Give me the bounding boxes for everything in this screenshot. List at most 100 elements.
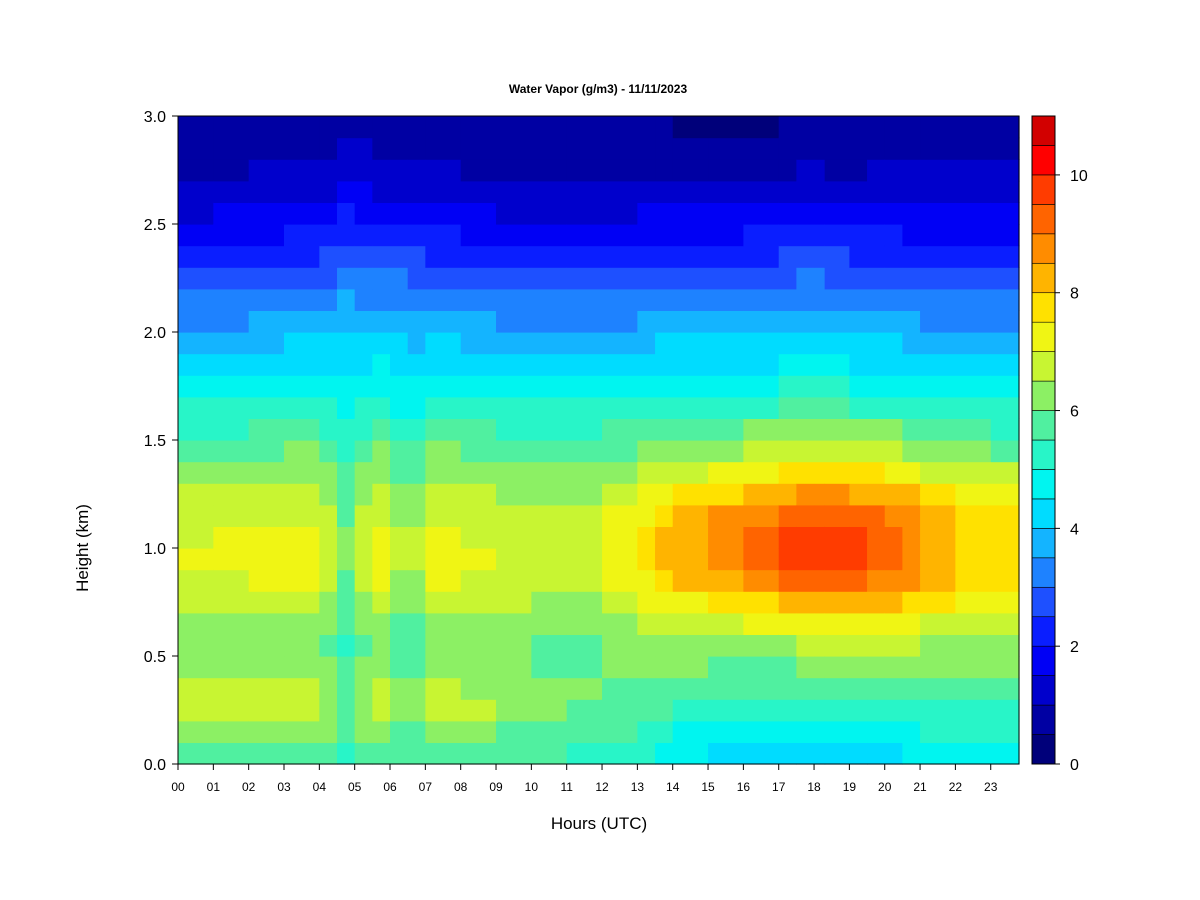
heatmap-cell xyxy=(824,353,850,376)
heatmap-cell xyxy=(319,202,338,225)
heatmap-cell xyxy=(337,116,356,139)
heatmap-cell xyxy=(955,267,992,290)
heatmap-cell xyxy=(425,483,462,506)
heatmap-cell xyxy=(902,461,921,484)
heatmap-cell xyxy=(796,440,815,463)
heatmap-cell xyxy=(337,353,356,376)
y-tick-label: 0.5 xyxy=(144,649,166,666)
x-tick-label: 04 xyxy=(313,780,327,794)
heatmap-cell xyxy=(319,634,338,657)
x-axis: 00 01 02 03 04 05 06 07 08 09 10 11 12 13 14 15 16 17 18 19… xyxy=(171,764,998,794)
x-tick-label: 09 xyxy=(489,780,503,794)
heatmap-cell xyxy=(955,137,992,160)
heatmap-cell xyxy=(531,591,568,614)
heatmap-cell xyxy=(390,461,409,484)
heatmap-cell xyxy=(337,742,356,765)
heatmap-cell xyxy=(824,677,850,700)
heatmap-cell xyxy=(637,742,656,765)
heatmap-cell xyxy=(796,591,815,614)
heatmap-cell xyxy=(566,202,603,225)
heatmap-cell xyxy=(955,440,992,463)
heatmap-cell xyxy=(920,375,956,398)
heatmap-cell xyxy=(796,245,815,268)
heatmap-cell xyxy=(566,116,603,139)
heatmap-cell xyxy=(390,526,409,549)
heatmap-cell xyxy=(248,137,285,160)
heatmap-cell xyxy=(248,310,285,333)
heatmap-cell xyxy=(425,288,462,311)
heatmap-cell xyxy=(460,720,497,743)
heatmap-cell xyxy=(602,656,638,679)
heatmap-cell xyxy=(743,224,780,247)
heatmap-cell xyxy=(178,720,214,743)
heatmap-cell xyxy=(849,332,868,355)
heatmap-cell xyxy=(178,332,214,355)
heatmap-cell xyxy=(637,440,656,463)
heatmap-cell xyxy=(531,245,568,268)
heatmap-cell xyxy=(460,569,497,592)
heatmap-cell xyxy=(814,656,826,679)
heatmap-cell xyxy=(407,699,426,722)
heatmap-cell xyxy=(372,332,391,355)
x-tick-label: 17 xyxy=(772,780,786,794)
heatmap-cell xyxy=(248,180,285,203)
heatmap-cell xyxy=(531,656,568,679)
heatmap-cell xyxy=(284,720,320,743)
heatmap-cell xyxy=(884,634,903,657)
heatmap-cell xyxy=(566,591,603,614)
heatmap-cell xyxy=(778,526,797,549)
heatmap-cell xyxy=(867,224,886,247)
heatmap-cell xyxy=(407,677,426,700)
heatmap-cell xyxy=(248,267,285,290)
heatmap-cell xyxy=(824,159,850,182)
heatmap-cell xyxy=(372,504,391,527)
heatmap-cell xyxy=(778,375,797,398)
heatmap-cell xyxy=(796,310,815,333)
x-axis-label: Hours (UTC) xyxy=(551,814,647,833)
heatmap-cell xyxy=(849,591,868,614)
heatmap-cell xyxy=(531,396,568,419)
heatmap-cell xyxy=(955,742,992,765)
heatmap-cell xyxy=(902,612,921,635)
heatmap-cell xyxy=(602,461,638,484)
heatmap-cell xyxy=(531,612,568,635)
colorbar-swatch xyxy=(1031,469,1056,500)
heatmap-cell xyxy=(814,116,826,139)
heatmap-cell xyxy=(354,375,373,398)
heatmap-cell xyxy=(920,440,956,463)
heatmap-cell xyxy=(602,548,638,571)
heatmap-cell xyxy=(796,634,815,657)
heatmap-cell xyxy=(902,375,921,398)
heatmap-cell xyxy=(284,396,320,419)
heatmap-cell xyxy=(372,418,391,441)
heatmap-cell xyxy=(372,483,391,506)
heatmap-cell xyxy=(566,159,603,182)
heatmap-cell xyxy=(672,461,709,484)
heatmap-cell xyxy=(849,375,868,398)
heatmap-cell xyxy=(531,332,568,355)
heatmap-cell xyxy=(213,742,250,765)
heatmap-cell xyxy=(425,332,462,355)
heatmap-cell xyxy=(248,396,285,419)
heatmap-cell xyxy=(824,418,850,441)
heatmap-cell xyxy=(319,461,338,484)
heatmap-cell xyxy=(796,742,815,765)
heatmap-cell xyxy=(814,677,826,700)
heatmap-cell xyxy=(213,612,250,635)
heatmap-cell xyxy=(372,720,391,743)
heatmap-cell xyxy=(566,483,603,506)
heatmap-cell xyxy=(884,526,903,549)
heatmap-cell xyxy=(248,202,285,225)
heatmap-cell xyxy=(849,116,868,139)
x-tick-label: 06 xyxy=(383,780,397,794)
heatmap-cell xyxy=(178,504,214,527)
heatmap-cell xyxy=(602,591,638,614)
heatmap-cell xyxy=(496,677,532,700)
heatmap-cell xyxy=(496,353,532,376)
heatmap-cell xyxy=(531,224,568,247)
heatmap-cell xyxy=(920,612,956,635)
heatmap-cell xyxy=(867,310,886,333)
heatmap-cell xyxy=(884,137,903,160)
heatmap-cell xyxy=(390,569,409,592)
heatmap-cell xyxy=(319,159,338,182)
